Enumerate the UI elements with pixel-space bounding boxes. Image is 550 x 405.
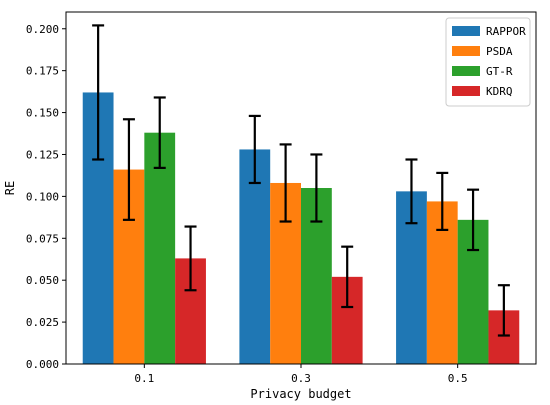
legend-box: [445, 17, 531, 107]
x-tick-label-0.3: 0.3: [291, 372, 311, 385]
plot-frame: [65, 11, 537, 365]
legend-label-gt-r: GT-R: [486, 65, 513, 78]
axes-layer: 0.1 0.3 0.5 0.000 0.025 0.050 0.075 0.100 0.125 0…: [26, 11, 537, 385]
error-bars-layer: [92, 24, 510, 337]
y-tick-label-0.100: 0.100: [26, 190, 59, 203]
y-tick-label-0.025: 0.025: [26, 316, 59, 329]
y-tick-label-0.125: 0.125: [26, 148, 59, 161]
x-tick-label-0.1: 0.1: [134, 372, 154, 385]
legend-swatch-kdrq: [452, 86, 480, 96]
legend-label-rappor: RAPPOR: [486, 25, 526, 38]
legend-swatch-psda: [452, 46, 480, 56]
y-tick-label-0.150: 0.150: [26, 107, 59, 120]
y-tick-label-0.075: 0.075: [26, 232, 59, 245]
bars-layer: [82, 92, 520, 364]
y-axis-label: RE: [3, 181, 17, 195]
y-tick-label-0.175: 0.175: [26, 65, 59, 78]
x-axis-label: Privacy budget: [250, 387, 351, 401]
y-tick-label-0.200: 0.200: [26, 23, 59, 36]
bar-rappor-0.3: [239, 149, 271, 364]
x-tick-label-0.5: 0.5: [448, 372, 468, 385]
legend: RAPPOR PSDA GT-R KDRQ: [445, 17, 531, 107]
legend-label-kdrq: KDRQ: [486, 85, 513, 98]
legend-swatch-rappor: [452, 26, 480, 36]
y-tick-label-0.050: 0.050: [26, 274, 59, 287]
legend-label-psda: PSDA: [486, 45, 513, 58]
y-tick-label-0.000: 0.000: [26, 358, 59, 371]
legend-swatch-gt-r: [452, 66, 480, 76]
bar-gt-r-0.1: [144, 132, 176, 364]
